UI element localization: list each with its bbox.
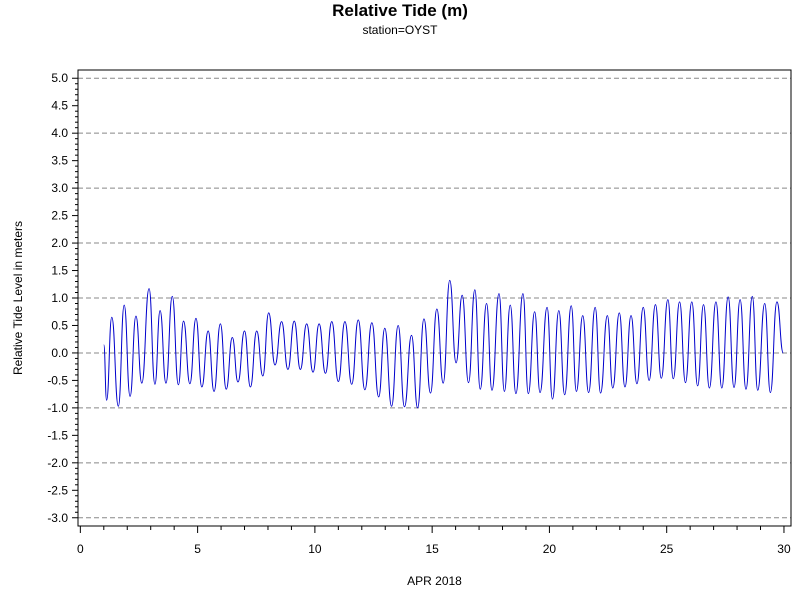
y-tick-label: -2.0 (47, 456, 68, 470)
y-tick-label: 3.0 (51, 181, 68, 195)
x-tick-label: 30 (777, 542, 791, 556)
series-layer (103, 279, 784, 409)
y-axis-label: Relative Tide Level in meters (11, 221, 25, 375)
y-tick-label: -0.5 (47, 373, 68, 387)
x-tick-label: 15 (425, 542, 439, 556)
y-tick-label: 4.5 (51, 99, 68, 113)
x-axis: 0 5 10 15 20 25 30 (77, 526, 791, 556)
y-axis: 5.0 4.5 4.0 3.5 3.0 2.5 2.0 1.5 1.0 0.5 0.0 -0.5 -1.… (47, 71, 78, 525)
y-tick-label: -1.5 (47, 428, 68, 442)
y-tick-label: 3.5 (51, 154, 68, 168)
x-axis-label: APR 2018 (407, 574, 462, 588)
y-tick-label: 5.0 (51, 71, 68, 85)
y-tick-label: 0.5 (51, 318, 68, 332)
tide-level-line (103, 279, 784, 409)
y-tick-label: 1.5 (51, 264, 68, 278)
x-tick-label: 5 (194, 542, 201, 556)
y-tick-label: -1.0 (47, 401, 68, 415)
y-tick-label: 1.0 (51, 291, 68, 305)
x-tick-label: 0 (77, 542, 84, 556)
y-tick-label: 2.5 (51, 209, 68, 223)
y-tick-label: -3.0 (47, 511, 68, 525)
y-tick-label: 2.0 (51, 236, 68, 250)
x-tick-label: 20 (543, 542, 557, 556)
y-tick-label: -2.5 (47, 483, 68, 497)
chart-subtitle: station=OYST (362, 23, 438, 37)
gridlines (78, 77, 791, 519)
y-tick-label: 0.0 (51, 346, 68, 360)
y-tick-label: 4.0 (51, 126, 68, 140)
chart-title: Relative Tide (m) (332, 1, 468, 20)
x-tick-label: 25 (660, 542, 674, 556)
x-tick-label: 10 (308, 542, 322, 556)
